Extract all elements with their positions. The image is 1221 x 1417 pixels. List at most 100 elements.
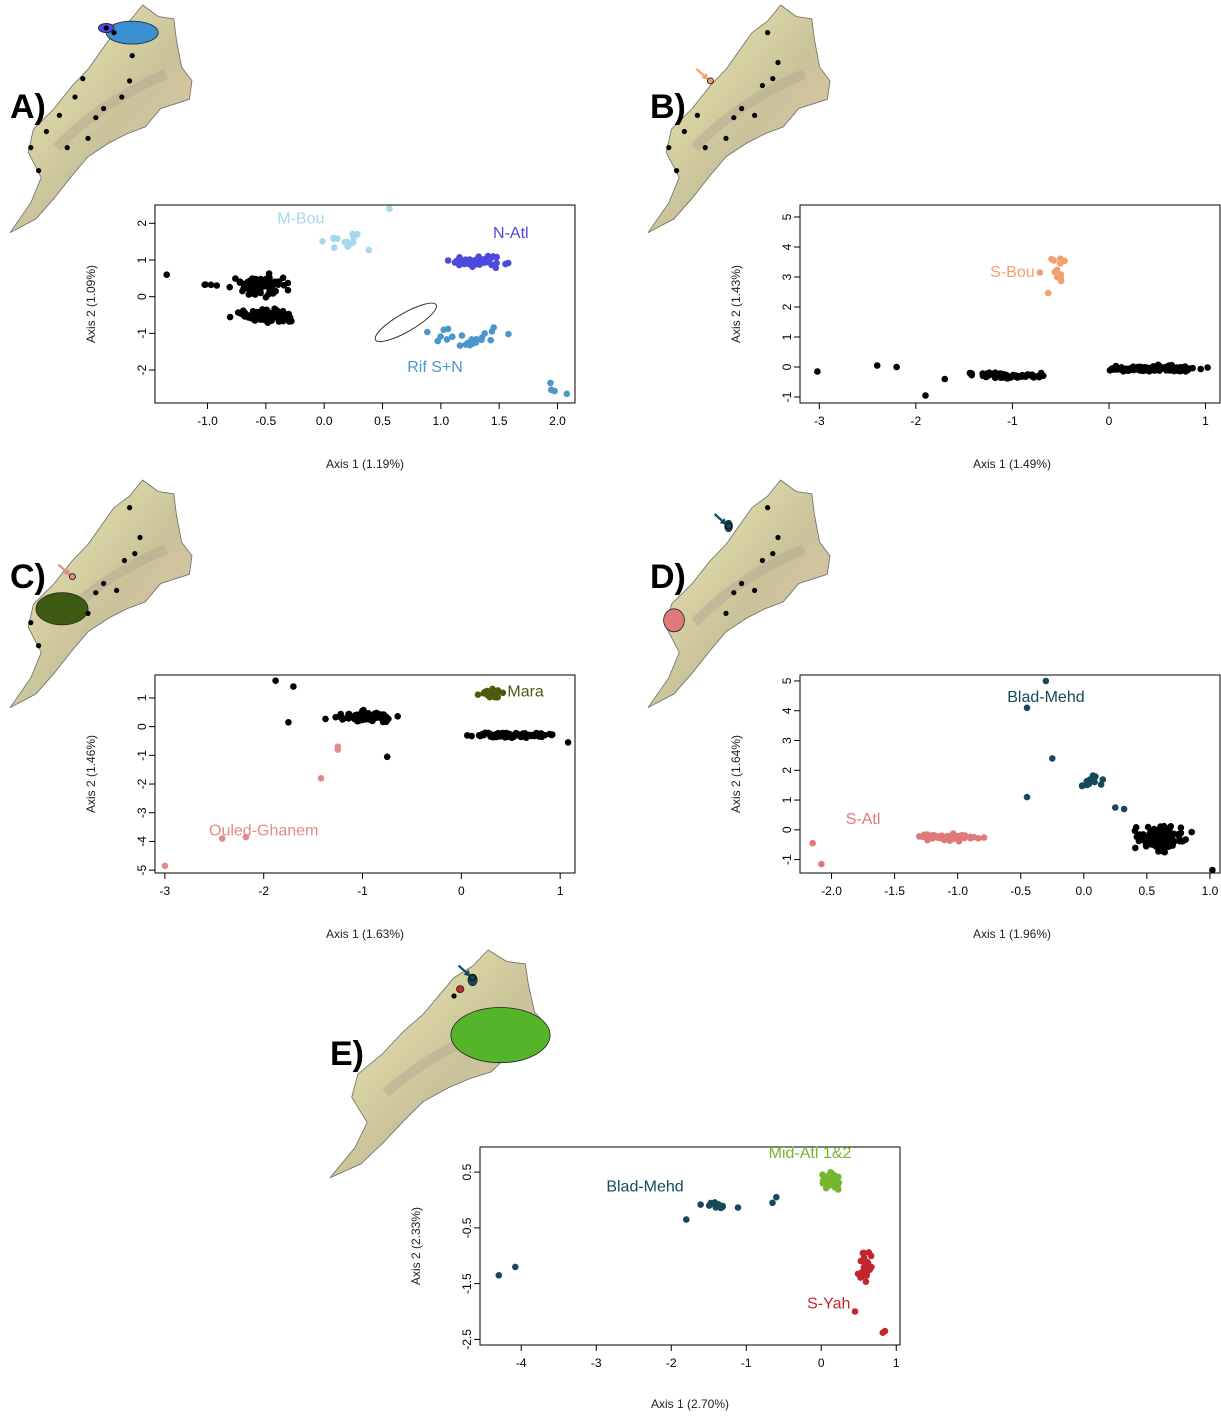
map-site-marker	[765, 505, 771, 511]
panel-letter: B)	[650, 88, 686, 126]
y-tick-label: -1.5	[460, 1273, 474, 1294]
x-tick-label: 0	[458, 884, 465, 898]
scatter-point	[1175, 833, 1183, 840]
map-hull	[450, 1007, 551, 1064]
scatter-point	[456, 261, 463, 269]
y-tick-label: -1	[135, 328, 149, 339]
scatter-point	[821, 1177, 829, 1185]
y-tick-label: 1	[135, 694, 149, 701]
map-site-marker	[101, 580, 107, 587]
scatter-point	[213, 282, 221, 289]
map-site-marker	[129, 53, 135, 59]
scatter-point	[1120, 805, 1128, 813]
scatter-point	[958, 834, 965, 841]
x-tick-label: -1.5	[884, 884, 905, 898]
map-site-marker	[681, 128, 688, 135]
x-tick-label: -1	[1007, 414, 1018, 428]
panel-3: D) -2.0 -1.5 -1.0 -0.5 0.0 0.5 1.0 -1 0 1 2 3 4 5 Axis …	[647, 479, 1221, 941]
scatter-point	[504, 259, 512, 267]
y-tick-label: 1	[135, 256, 149, 263]
x-tick-label: -2.0	[821, 884, 842, 898]
map-site-marker	[759, 82, 766, 89]
x-tick-label: 1.0	[1202, 884, 1219, 898]
group-label: S-Yah	[807, 1296, 850, 1313]
scatter-point	[494, 687, 502, 694]
map-site-marker	[723, 135, 729, 141]
scatter-points	[161, 677, 572, 870]
x-tick-label: 1	[1202, 414, 1209, 428]
map-site-marker	[770, 551, 776, 557]
group-label: Mid-Atl 1&2	[769, 1145, 852, 1162]
scatter-point	[1140, 831, 1147, 838]
scatter-point	[343, 238, 351, 246]
scatter-point	[564, 739, 572, 746]
y-tick-label: 1	[780, 796, 794, 803]
map-ridge	[53, 69, 168, 152]
scatter-point	[232, 275, 239, 282]
y-axis-label: Axis 2 (2.33%)	[409, 1207, 423, 1285]
scatter-point	[241, 309, 249, 317]
y-tick-label: 1	[780, 333, 794, 340]
x-tick-label: -2	[911, 414, 922, 428]
scatter-point	[512, 1263, 519, 1271]
scatter-point	[862, 1278, 870, 1285]
scatter-point	[290, 683, 297, 690]
map-target-site	[725, 522, 732, 530]
scatter-point	[551, 387, 558, 395]
scatter-point	[373, 709, 380, 717]
scatter-point	[226, 313, 234, 321]
map-site-marker	[674, 168, 680, 174]
scatter-point	[1053, 266, 1061, 274]
scatter-point	[493, 693, 500, 701]
x-tick-label: 2.0	[549, 414, 566, 428]
map-site-marker	[770, 76, 776, 82]
scatter-point	[505, 330, 512, 338]
y-tick-label: 0	[780, 826, 794, 833]
map-site-marker	[28, 145, 34, 151]
y-tick-label: -2	[135, 364, 149, 375]
y-tick-label: 3	[780, 273, 794, 280]
scatter-point	[1141, 837, 1148, 844]
x-tick-label: 0.0	[1075, 884, 1092, 898]
scatter-point	[860, 1249, 868, 1257]
map-arrow-head	[463, 969, 471, 977]
map-site-marker	[731, 115, 737, 121]
scatter-point	[243, 280, 250, 287]
x-tick-label: -1.0	[947, 884, 968, 898]
scatter-point	[1143, 367, 1150, 374]
map-site-marker	[36, 168, 42, 174]
scatter-points	[809, 677, 1216, 874]
x-tick-label: -3	[814, 414, 825, 428]
panel-1: B) -3 -2 -1 0 1 -1 0 1 2 3 4 5 Axis 1 (1.49%) Axis 2 (…	[647, 4, 1221, 471]
map-site-marker	[132, 551, 138, 557]
y-axis-label: Axis 2 (1.46%)	[84, 735, 98, 813]
scatter-point	[814, 368, 821, 375]
map-ridge	[691, 544, 806, 627]
scatter-point	[851, 1308, 859, 1315]
scatter-point	[499, 689, 507, 697]
map-site-marker	[752, 587, 758, 594]
scatter-point	[1168, 833, 1176, 841]
scatter-point	[249, 308, 257, 315]
scatter-point	[330, 235, 338, 243]
scatter-point	[317, 775, 325, 782]
scatter-point	[683, 1216, 690, 1223]
scatter-point	[1089, 772, 1097, 779]
scatter-point	[563, 390, 571, 398]
scatter-point	[332, 713, 339, 721]
scatter-point	[464, 732, 471, 739]
scatter-point	[1176, 364, 1184, 371]
map-site-marker	[101, 105, 107, 112]
scatter-point	[276, 314, 283, 321]
x-axis-label: Axis 1 (1.63%)	[326, 927, 404, 941]
y-tick-label: -4	[135, 836, 149, 847]
scatter-point	[531, 731, 538, 738]
scatter-point	[1181, 836, 1189, 844]
scatter-point	[480, 731, 487, 738]
y-tick-label: -0.5	[460, 1217, 474, 1238]
x-tick-label: -0.5	[255, 414, 276, 428]
scatter-point	[234, 309, 242, 316]
scatter-point	[340, 715, 348, 722]
scatter-point	[873, 362, 881, 369]
y-tick-label: -1	[135, 750, 149, 761]
